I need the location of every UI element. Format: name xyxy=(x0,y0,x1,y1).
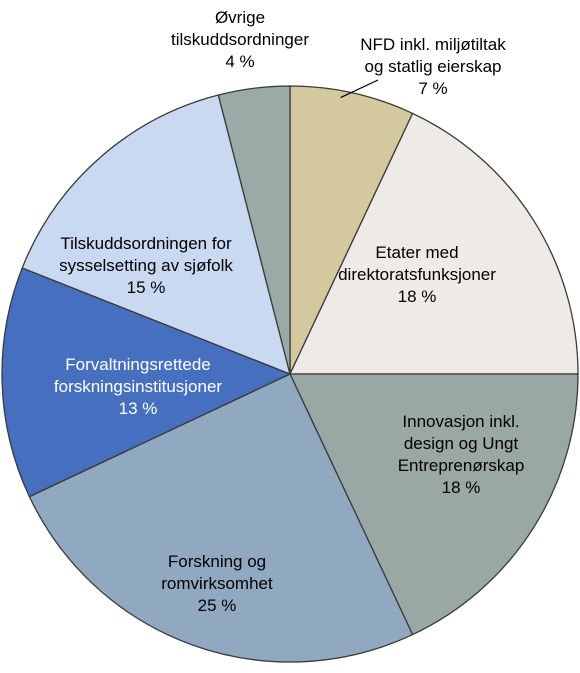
pie-slice-1 xyxy=(288,112,579,375)
pie-slice-0 xyxy=(289,85,414,375)
slice-label-6: Øvrige tilskuddsordninger 4 % xyxy=(171,8,309,71)
pie-slices xyxy=(1,85,579,663)
slice-label-3: Forskning og romvirksomhet 25 % xyxy=(161,552,273,615)
slice-label-0: NFD inkl. miljøtiltak og statlig eierskap… xyxy=(360,35,506,98)
slice-label-1: Etater med direktoratsfunksjoner 18 % xyxy=(338,243,496,306)
slice-label-4: Forvaltningsrettede forskningsinstitusjon… xyxy=(54,355,223,418)
slice-labels: NFD inkl. miljøtiltak og statlig eierskap… xyxy=(54,8,524,615)
pie-slice-3 xyxy=(28,373,414,663)
pie-slice-5 xyxy=(21,94,291,376)
pie-slice-4 xyxy=(1,267,292,498)
leader-line xyxy=(340,79,379,99)
pie-slice-6 xyxy=(217,85,291,375)
slice-label-5: Tilskuddsordningen for sysselsetting av s… xyxy=(59,234,233,297)
slice-label-2: Innovasjon inkl. design og Ungt Entreprenø… xyxy=(398,412,525,497)
pie-slice-2 xyxy=(288,373,579,636)
